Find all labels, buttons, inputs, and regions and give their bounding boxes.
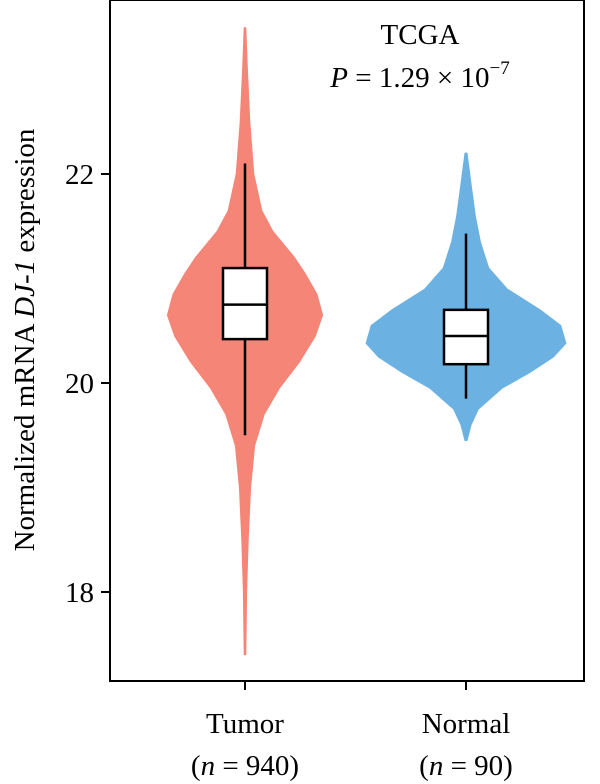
annotation-pvalue: P = 1.29 × 10−7 [329, 58, 509, 94]
annotation-title: TCGA [381, 19, 460, 51]
y-tick-label: 22 [65, 159, 94, 191]
sample-size-label-tumor: (n = 940) [191, 750, 299, 782]
x-axis: Tumor (n = 940) Normal (n = 90) [191, 681, 513, 782]
y-tick-label: 18 [65, 577, 94, 609]
plot-frame [109, 0, 585, 682]
x-tick-label-normal: Normal [422, 708, 511, 740]
x-tick-label-tumor: Tumor [206, 708, 284, 740]
sample-size-label-normal: (n = 90) [419, 750, 513, 782]
y-tick-label: 20 [65, 368, 94, 400]
y-axis-label: Normalized mRNA DJ-1 expression [9, 128, 41, 551]
y-axis-ticks: 18 20 22 [65, 159, 110, 609]
violins [166, 27, 567, 656]
